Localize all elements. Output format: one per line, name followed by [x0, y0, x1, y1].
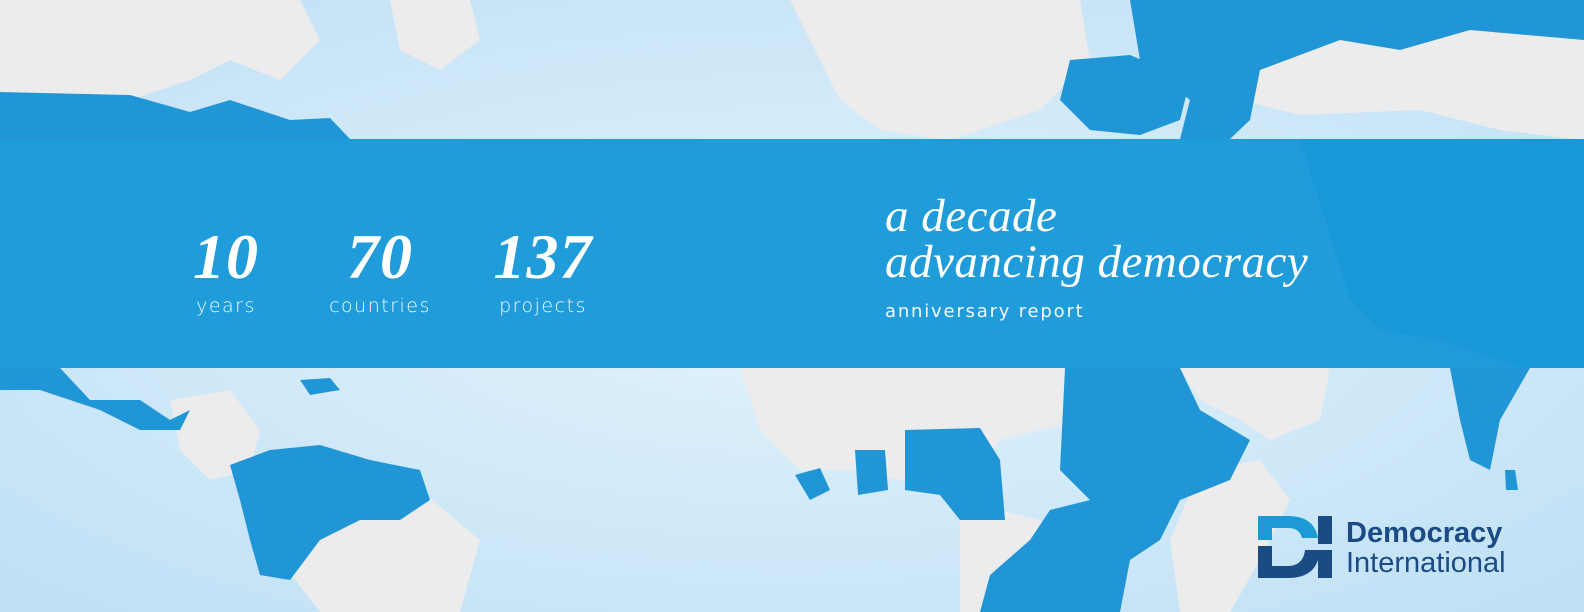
- logo-text-line-2: International: [1346, 547, 1506, 579]
- headline-banner: [0, 139, 1584, 368]
- stat-years: 10 years: [183, 221, 269, 318]
- headline: a decade advancing democracy: [885, 190, 1309, 288]
- headline-line-2: advancing democracy: [885, 236, 1309, 288]
- logo-wordmark: Democracy International: [1346, 518, 1506, 578]
- stat-number: 10: [193, 221, 259, 292]
- democracy-international-logo: Democracy International: [1258, 516, 1548, 580]
- stat-label: projects: [499, 295, 587, 317]
- stat-number: 137: [493, 221, 593, 292]
- stat-number: 70: [347, 221, 413, 292]
- stat-projects: 137 projects: [488, 221, 598, 318]
- stat-countries: 70 countries: [322, 221, 438, 318]
- headline-line-1: a decade: [885, 190, 1058, 242]
- stat-label: countries: [329, 295, 431, 317]
- subtitle: anniversary report: [885, 301, 1085, 322]
- logo-mark-icon: [1258, 516, 1332, 578]
- stat-label: years: [196, 295, 256, 317]
- logo-text-line-1: Democracy: [1346, 517, 1503, 549]
